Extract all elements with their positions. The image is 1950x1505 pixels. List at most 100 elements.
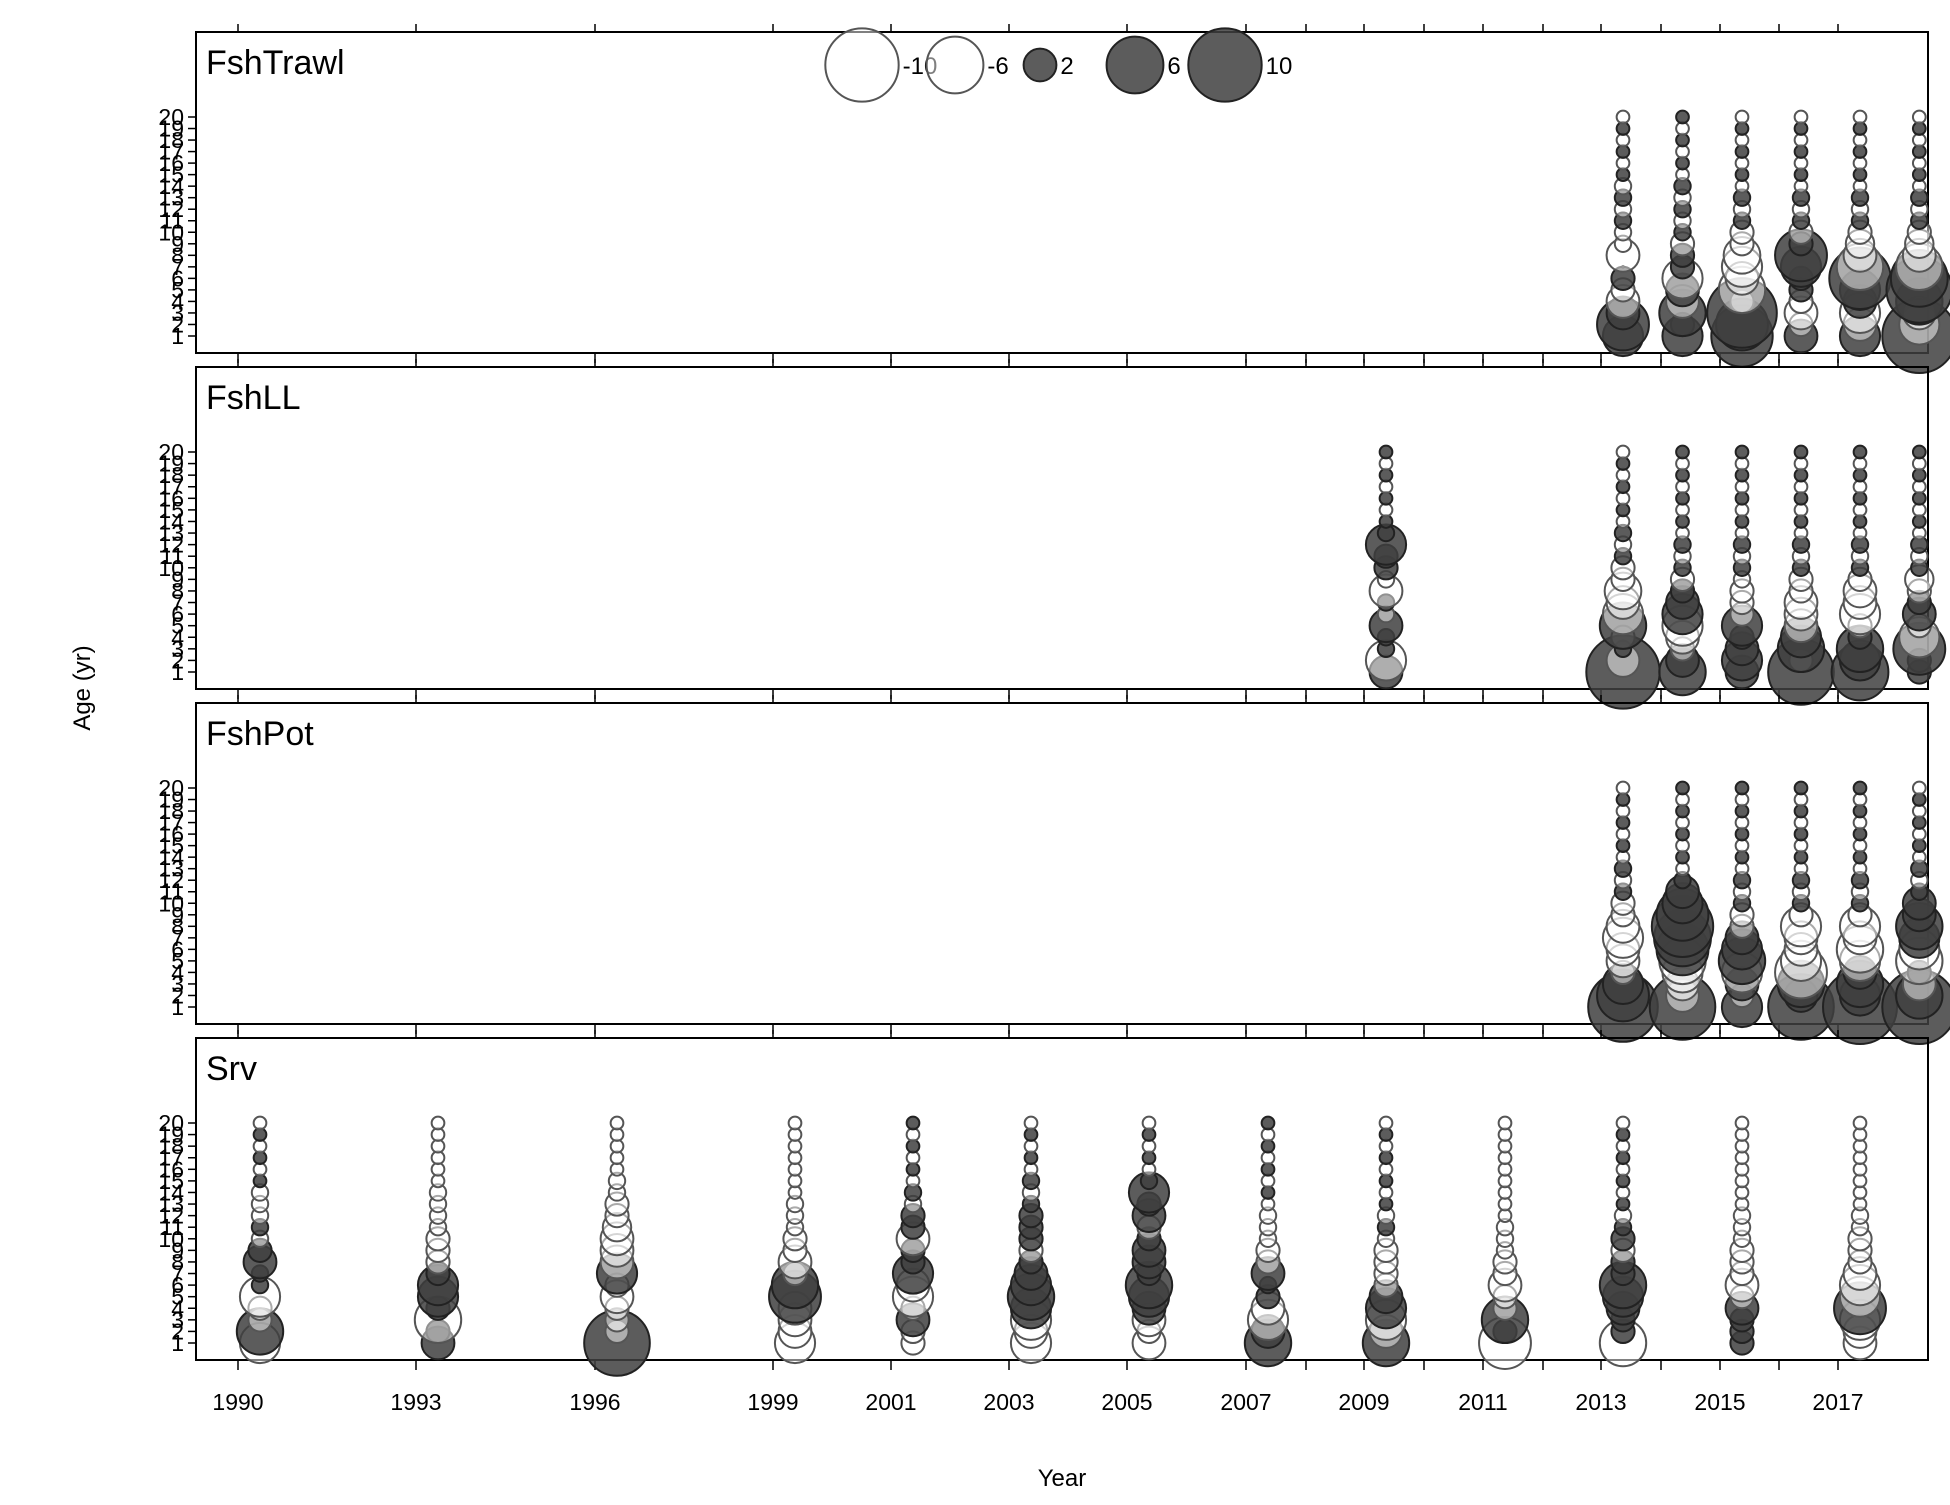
bubble-negative [1615,109,1631,125]
bubble-positive [1675,109,1690,125]
x-tick-label: 2011 [1458,1389,1507,1415]
bubble-positive [1734,780,1750,796]
legend-label: -6 [987,53,1008,80]
y-tick-label: 9 [171,902,184,928]
y-tick-label: 10 [158,219,184,245]
y-tick-label: 10 [158,555,184,581]
bubble-positive [905,1115,921,1131]
y-tick-label: 18 [158,798,184,824]
y-tick-label: 19 [158,451,184,477]
y-tick-label: 13 [158,856,184,882]
bubble-negative [1615,1115,1631,1131]
x-axis-title: Year [1038,1465,1087,1492]
y-tick-label: 16 [158,485,184,511]
x-tick-label: 1996 [569,1389,620,1415]
y-tick-label: 5 [171,613,184,639]
y-tick-label: 8 [171,1249,184,1275]
x-tick-label: 1999 [747,1389,798,1415]
y-tick-label: 18 [158,127,184,153]
y-tick-label: 1 [171,1330,184,1356]
y-tick-label: 2 [171,982,184,1008]
x-tick-label: 2003 [983,1389,1034,1415]
bubble-negative [1911,109,1927,125]
y-tick-label: 2 [171,647,184,673]
y-tick-label: 4 [171,1295,184,1321]
y-axis-title: Age (yr) [69,645,96,730]
x-tick-label: 2005 [1101,1389,1152,1415]
x-tick-label: 2017 [1812,1389,1863,1415]
legend-label: 2 [1060,53,1073,80]
bubble-positive [1260,1115,1276,1131]
y-tick-label: 17 [158,474,184,500]
y-tick-label: 13 [158,1191,184,1217]
panel-title: Srv [206,1050,257,1088]
y-tick-label: 14 [158,1179,184,1205]
y-tick-label: 1 [171,994,184,1020]
y-tick-label: 7 [171,590,184,616]
x-tick-label: 2009 [1338,1389,1389,1415]
y-tick-label: 1 [171,323,184,349]
y-tick-label: 2 [171,311,184,337]
y-tick-label: 1 [171,659,184,685]
y-tick-label: 16 [158,150,184,176]
y-tick-label: 7 [171,254,184,280]
bubble-positive [1378,444,1394,460]
y-tick-label: 13 [158,520,184,546]
y-tick-label: 7 [171,925,184,951]
y-tick-label: 9 [171,566,184,592]
legend-symbol [925,35,985,95]
bubble-positive [1675,444,1690,460]
y-tick-label: 18 [158,462,184,488]
y-tick-label: 9 [171,1237,184,1263]
y-tick-label: 12 [158,867,184,893]
bubble-negative [787,1115,803,1131]
bubble-positive [1852,780,1868,796]
y-tick-label: 17 [158,139,184,165]
y-tick-label: 17 [158,810,184,836]
y-tick-label: 5 [171,1284,184,1310]
bubble-positive [1793,780,1809,796]
y-tick-label: 3 [171,971,184,997]
y-tick-label: 10 [158,1226,184,1252]
bubble-positive [1675,780,1690,796]
legend: -10 -6 2 6 10 [824,27,1293,103]
legend-symbol [1022,47,1058,83]
bubble-negative [1378,1115,1394,1131]
y-tick-label: 6 [171,1272,184,1298]
y-tick-label: 19 [158,116,184,142]
x-tick-label: 2015 [1694,1389,1745,1415]
y-tick-label: 6 [171,601,184,627]
y-tick-label: 6 [171,936,184,962]
y-tick-label: 11 [160,543,184,569]
bubble-negative [1497,1115,1513,1131]
y-tick-label: 5 [171,948,184,974]
y-tick-label: 4 [171,288,184,314]
panel-frame [195,31,1929,354]
y-tick-label: 12 [158,196,184,222]
y-tick-label: 17 [158,1145,184,1171]
bubble-positive [1734,444,1750,460]
y-tick-label: 16 [158,821,184,847]
y-tick-label: 3 [171,300,184,326]
x-tick-label: 2013 [1575,1389,1626,1415]
y-tick-label: 20 [158,775,184,801]
bubble-positive [1911,444,1927,460]
bubble-positive [1852,444,1868,460]
bubble-negative [1141,1115,1157,1131]
y-tick-label: 15 [158,1168,184,1194]
y-tick-label: 9 [171,231,184,257]
y-tick-label: 14 [158,508,184,534]
y-tick-label: 12 [158,1203,184,1229]
y-tick-label: 3 [171,1307,184,1333]
panel-title: FshTrawl [206,44,345,82]
y-tick-label: 11 [160,208,184,234]
y-tick-label: 14 [158,844,184,870]
y-tick-label: 12 [158,532,184,558]
y-tick-label: 20 [158,439,184,465]
x-tick-label: 1993 [390,1389,441,1415]
legend-label: 10 [1266,53,1293,80]
x-tick-label: 2001 [865,1389,916,1415]
bubble-positive [1793,444,1809,460]
